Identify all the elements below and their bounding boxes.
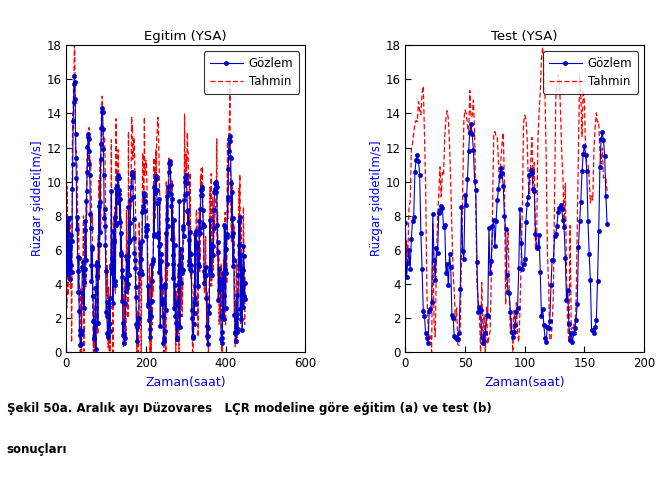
Y-axis label: Rüzgar şiddeti[m/s]: Rüzgar şiddeti[m/s] xyxy=(31,141,44,257)
Tahmin xyxy=(193,206,201,212)
Tahmin xyxy=(241,274,249,280)
Gözlem xyxy=(479,340,487,346)
Gözlem xyxy=(92,346,100,352)
Tahmin xyxy=(62,266,70,272)
Title: Egitim (YSA): Egitim (YSA) xyxy=(145,30,227,43)
Tahmin xyxy=(603,188,611,194)
Gözlem xyxy=(401,220,409,226)
Text: Şekil 50a. Aralık ayı Düzovares   LÇR modeline göre eğitim (a) ve test (b): Şekil 50a. Aralık ayı Düzovares LÇR mode… xyxy=(7,402,491,415)
Tahmin xyxy=(83,160,91,166)
Tahmin xyxy=(584,160,592,166)
Gözlem xyxy=(83,188,91,194)
Gözlem xyxy=(510,329,518,335)
Gözlem xyxy=(467,121,475,127)
Gözlem xyxy=(164,223,172,229)
Tahmin xyxy=(76,349,84,355)
Tahmin xyxy=(234,247,242,253)
Tahmin xyxy=(239,303,247,309)
Line: Tahmin: Tahmin xyxy=(405,47,607,352)
Legend: Gözlem, Tahmin: Gözlem, Tahmin xyxy=(542,51,638,94)
Title: Test (YSA): Test (YSA) xyxy=(491,30,558,43)
Gözlem xyxy=(478,334,486,340)
Gözlem xyxy=(93,273,101,279)
X-axis label: Zaman(saat): Zaman(saat) xyxy=(145,376,226,388)
Gözlem xyxy=(70,73,78,79)
Gözlem xyxy=(62,248,70,255)
Legend: Gözlem, Tahmin: Gözlem, Tahmin xyxy=(204,51,299,94)
Tahmin xyxy=(509,349,517,355)
Tahmin xyxy=(93,272,101,278)
Gözlem xyxy=(430,257,438,263)
Gözlem xyxy=(241,296,249,302)
Gözlem xyxy=(239,304,247,310)
Gözlem xyxy=(584,218,592,224)
Tahmin xyxy=(164,211,172,217)
Gözlem xyxy=(501,226,509,232)
Tahmin xyxy=(539,44,546,50)
Line: Tahmin: Tahmin xyxy=(66,45,245,352)
X-axis label: Zaman(saat): Zaman(saat) xyxy=(485,376,565,388)
Line: Gözlem: Gözlem xyxy=(403,122,610,345)
Tahmin xyxy=(501,179,509,185)
Tahmin xyxy=(401,273,409,279)
Text: sonuçları: sonuçları xyxy=(7,443,67,456)
Tahmin xyxy=(70,42,78,48)
Y-axis label: Rüzgar şiddeti[m/s]: Rüzgar şiddeti[m/s] xyxy=(370,141,382,257)
Gözlem xyxy=(234,272,242,278)
Tahmin xyxy=(499,130,507,136)
Tahmin xyxy=(428,349,436,355)
Gözlem xyxy=(193,239,201,245)
Tahmin xyxy=(478,280,486,286)
Gözlem xyxy=(501,213,509,219)
Tahmin xyxy=(431,334,439,340)
Line: Gözlem: Gözlem xyxy=(64,74,247,351)
Gözlem xyxy=(603,221,611,227)
